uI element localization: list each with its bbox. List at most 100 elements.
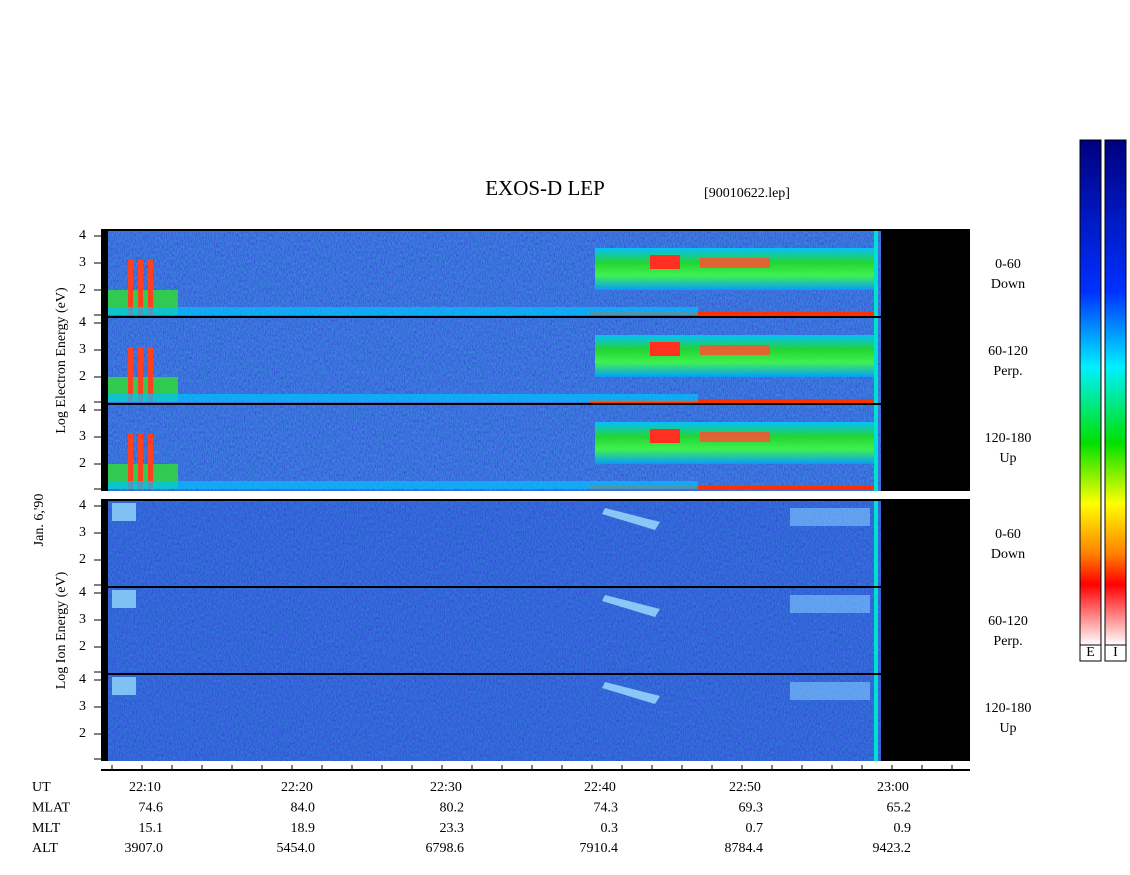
no-data-region (881, 500, 970, 761)
row-value: 22:10 (129, 780, 161, 795)
spectrogram-band (595, 422, 875, 464)
spectrogram-band (138, 347, 143, 402)
panel-axis-label: Log Ion Energy (eV) (54, 571, 69, 689)
spectrogram-band (650, 255, 680, 269)
channel-range: 60-120 (988, 344, 1028, 359)
spectrogram-band (650, 342, 680, 356)
y-tick-label: 4 (79, 585, 86, 600)
colorbar-label-box (1079, 644, 1102, 662)
y-tick-label: 2 (79, 282, 86, 297)
spectrogram-band (595, 248, 875, 290)
spectrogram-band (128, 260, 133, 315)
y-tick-label: 4 (79, 315, 86, 330)
channel-range: 60-120 (988, 614, 1028, 629)
colorbar (1079, 139, 1102, 646)
edge-strip (101, 230, 108, 491)
data-end-line (874, 674, 878, 761)
spectrogram-band (700, 432, 770, 442)
colorbar-label: I (1113, 645, 1118, 660)
spectrogram-band (700, 258, 770, 268)
spectrogram-band (700, 345, 770, 355)
row-value: 80.2 (440, 801, 465, 816)
row-value: 23:00 (877, 780, 909, 795)
spectrogram-band (108, 394, 698, 402)
y-tick-label: 3 (79, 342, 86, 357)
colorbar-label-box (1104, 644, 1127, 662)
row-value: 6798.6 (426, 841, 465, 856)
spectrogram-band (590, 312, 875, 316)
spectrogram-band (112, 590, 136, 608)
spectrogram-band (590, 486, 875, 490)
spectrogram-band (138, 434, 143, 489)
spectrogram-band (595, 335, 875, 377)
row-value: 15.1 (139, 821, 164, 836)
row-value: 9423.2 (873, 841, 912, 856)
channel-range: 120-180 (985, 431, 1032, 446)
row-value: 22:20 (281, 780, 313, 795)
spectrogram-band (148, 347, 153, 402)
channel-range: 0-60 (995, 527, 1021, 542)
row-value: 0.3 (601, 821, 619, 836)
row-value: 23.3 (440, 821, 465, 836)
y-tick-label: 2 (79, 369, 86, 384)
row-value: 22:50 (729, 780, 761, 795)
y-tick-label: 3 (79, 699, 86, 714)
row-value: 0.7 (746, 821, 764, 836)
row-label: MLT (32, 821, 61, 836)
spectrogram-band (138, 260, 143, 315)
file-name: [90010622.lep] (704, 186, 790, 201)
data-end-line (874, 500, 878, 587)
y-tick-label: 3 (79, 612, 86, 627)
spectrogram-band (148, 434, 153, 489)
row-value: 5454.0 (277, 841, 316, 856)
row-label: MLAT (32, 801, 71, 816)
y-tick-label: 4 (79, 402, 86, 417)
spectrogram-noise (101, 674, 881, 761)
data-end-line (874, 404, 878, 491)
y-tick-label: 4 (79, 228, 86, 243)
spectrogram-band (790, 595, 870, 613)
edge-strip (101, 500, 108, 761)
channel-direction: Up (999, 451, 1016, 466)
spectrogram-band (590, 399, 875, 403)
channel-direction: Up (999, 721, 1016, 736)
y-tick-label: 2 (79, 726, 86, 741)
y-tick-label: 4 (79, 498, 86, 513)
spectrogram-band (602, 682, 660, 704)
title: EXOS-D LEP (485, 176, 605, 200)
row-value: 74.3 (594, 801, 619, 816)
channel-direction: Down (991, 547, 1025, 562)
spectrogram-band (602, 508, 660, 530)
panel-axis-label: Log Electron Energy (eV) (54, 287, 69, 434)
row-value: 3907.0 (125, 841, 164, 856)
spectrogram-band (108, 307, 698, 315)
no-data-region (881, 230, 970, 491)
row-label: UT (32, 780, 51, 795)
spectrogram-band (602, 595, 660, 617)
spectrogram-band (112, 677, 136, 695)
y-tick-label: 3 (79, 429, 86, 444)
row-value: 0.9 (894, 821, 912, 836)
row-value: 22:30 (430, 780, 462, 795)
y-tick-label: 4 (79, 672, 86, 687)
row-value: 7910.4 (580, 841, 619, 856)
colorbar-label: E (1086, 645, 1095, 660)
spectrogram-band (790, 682, 870, 700)
y-tick-label: 3 (79, 525, 86, 540)
channel-range: 120-180 (985, 701, 1032, 716)
y-tick-label: 2 (79, 639, 86, 654)
row-value: 18.9 (291, 821, 316, 836)
data-end-line (874, 317, 878, 404)
spectrogram-noise (101, 500, 881, 587)
channel-direction: Down (991, 277, 1025, 292)
row-value: 74.6 (139, 801, 164, 816)
row-value: 22:40 (584, 780, 616, 795)
spectrogram-band (790, 508, 870, 526)
colorbar (1104, 139, 1127, 646)
row-value: 69.3 (739, 801, 764, 816)
y-tick-label: 2 (79, 552, 86, 567)
spectrogram-band (112, 503, 136, 521)
